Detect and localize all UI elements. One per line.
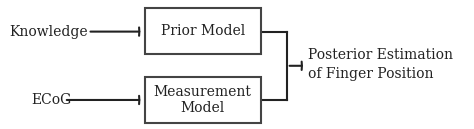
FancyBboxPatch shape [145, 8, 261, 54]
Text: Measurement
Model: Measurement Model [154, 84, 252, 115]
Text: Posterior Estimation
of Finger Position: Posterior Estimation of Finger Position [308, 48, 453, 81]
Text: Prior Model: Prior Model [161, 24, 245, 38]
FancyBboxPatch shape [145, 77, 261, 123]
Text: ECoG: ECoG [31, 93, 71, 107]
Text: Knowledge: Knowledge [9, 25, 88, 39]
